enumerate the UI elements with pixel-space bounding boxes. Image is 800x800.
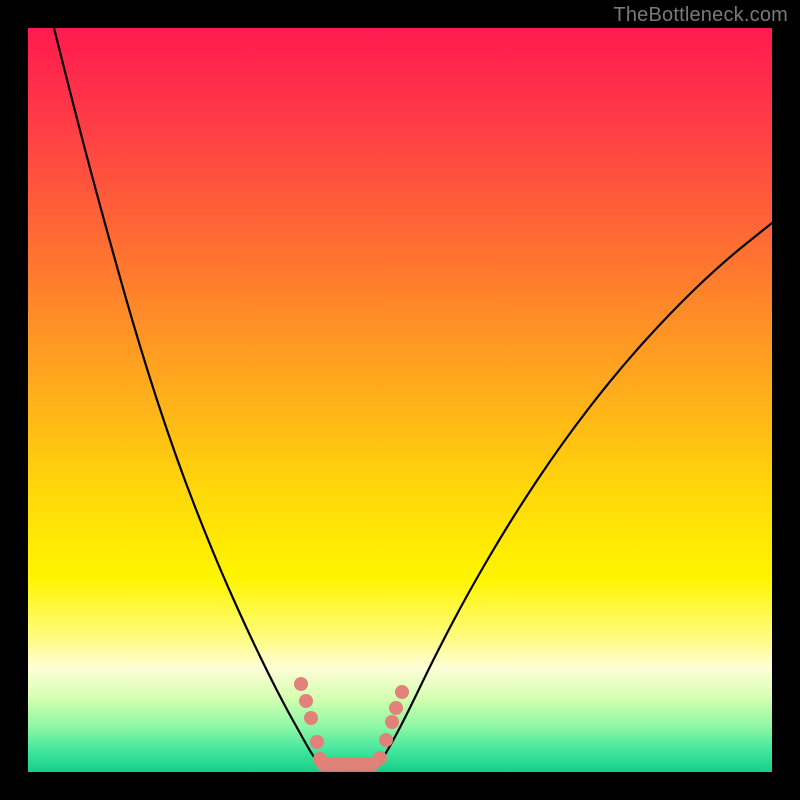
curve-dots-right [373, 685, 409, 765]
plot-area [28, 28, 772, 772]
curve-dot [310, 735, 324, 749]
curve-dot [395, 685, 409, 699]
bottleneck-curve-left [54, 28, 318, 763]
watermark-text: TheBottleneck.com [613, 4, 788, 27]
curve-dot [299, 694, 313, 708]
curve-dot [385, 715, 399, 729]
chart-frame: TheBottleneck.com [0, 0, 800, 800]
curve-layer [28, 28, 772, 772]
curve-dot [294, 677, 308, 691]
valley-bar [316, 757, 380, 771]
curve-dot [379, 733, 393, 747]
bottleneck-curve-right [380, 223, 772, 763]
curve-dot [389, 701, 403, 715]
curve-dot [304, 711, 318, 725]
